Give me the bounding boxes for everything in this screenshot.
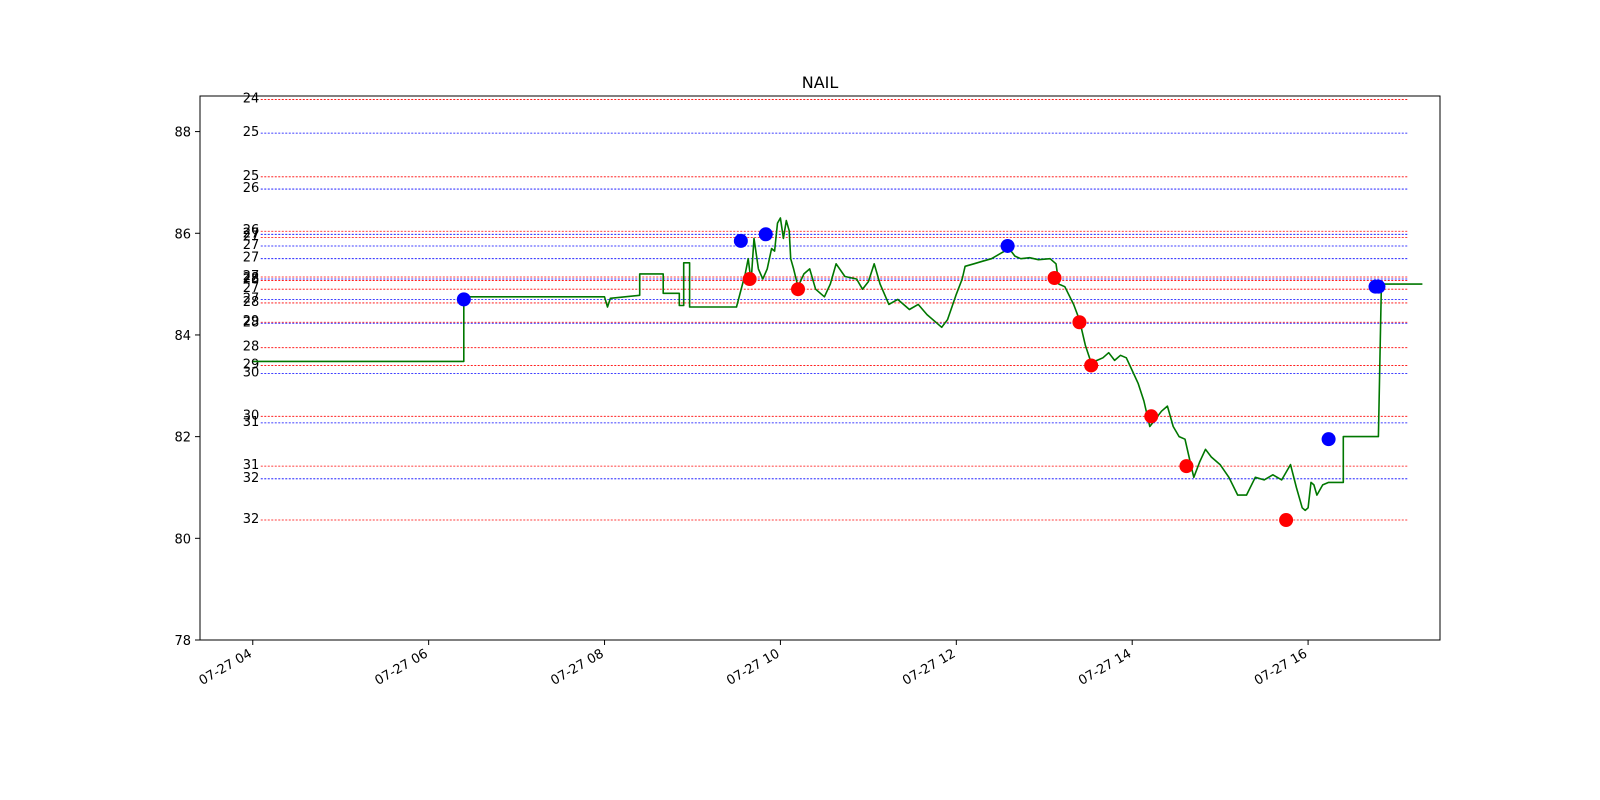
level-label: 31 [243, 458, 260, 473]
level-label: 27 [243, 269, 260, 284]
level-label: 26 [243, 181, 260, 196]
buy-marker [733, 233, 748, 248]
buy-marker [758, 227, 773, 242]
sell-marker [791, 282, 806, 297]
sell-marker [1179, 459, 1194, 474]
levels-layer: 2425252626272727272728282727282928282930… [243, 92, 1408, 527]
sell-marker [742, 272, 757, 287]
sell-marker [1279, 513, 1294, 528]
level-label: 28 [243, 271, 260, 286]
markers-layer [456, 227, 1386, 528]
level-label: 28 [243, 273, 260, 288]
level-label: 28 [243, 315, 260, 330]
level-label: 27 [243, 229, 260, 244]
level-label: 30 [243, 408, 260, 423]
level-label: 27 [243, 281, 260, 296]
buy-marker [1321, 432, 1336, 447]
price-line [252, 217, 1423, 512]
y-tick-label: 88 [174, 126, 191, 141]
y-tick-label: 78 [174, 634, 191, 649]
plot-frame [199, 95, 1441, 641]
buy-marker [1000, 238, 1015, 253]
level-label: 27 [243, 291, 260, 306]
y-tick-label: 80 [174, 532, 191, 547]
buy-marker [456, 292, 471, 307]
level-label: 25 [243, 169, 260, 184]
chart-title: NAIL [802, 73, 839, 92]
y-tick-label: 86 [174, 227, 191, 242]
level-label: 28 [243, 295, 260, 310]
sell-marker [1084, 358, 1099, 373]
level-label: 27 [243, 238, 260, 253]
level-label: 29 [243, 314, 260, 329]
level-label: 25 [243, 125, 260, 140]
level-label: 28 [243, 340, 260, 355]
sell-marker [1144, 409, 1159, 424]
level-label: 24 [243, 92, 260, 107]
y-axis: 78 80 82 84 86 88 [174, 126, 200, 649]
level-label: 27 [243, 226, 260, 241]
sell-marker [1047, 271, 1062, 286]
level-label: 31 [243, 415, 260, 430]
level-label: 27 [243, 251, 260, 266]
y-tick-label: 82 [174, 431, 191, 446]
level-label: 32 [243, 512, 260, 527]
series-layer [252, 217, 1423, 512]
buy-marker [1371, 279, 1386, 294]
level-label: 26 [243, 223, 260, 238]
sell-marker [1072, 315, 1087, 330]
level-label: 32 [243, 471, 260, 486]
level-label: 30 [243, 366, 260, 381]
y-tick-label: 84 [174, 329, 191, 344]
